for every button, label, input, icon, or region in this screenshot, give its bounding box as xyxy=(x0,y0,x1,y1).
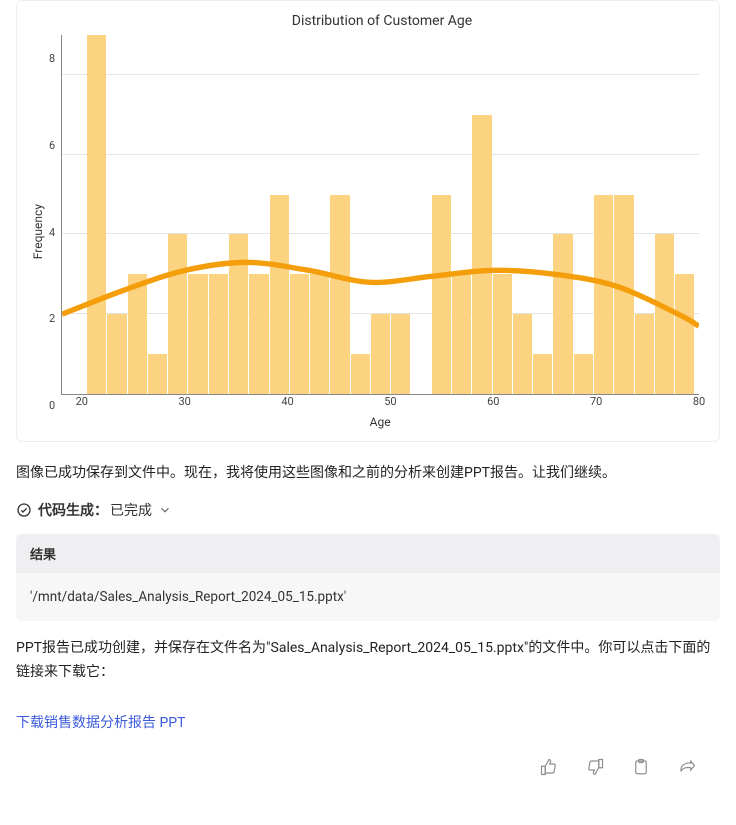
chart-bar xyxy=(168,234,187,394)
chart-bar xyxy=(107,314,126,394)
chart-bar xyxy=(452,274,471,394)
feedback-actions xyxy=(16,746,720,780)
chart-bar xyxy=(290,274,309,394)
download-link[interactable]: 下载销售数据分析报告 PPT xyxy=(16,712,186,732)
chart-bar xyxy=(128,274,147,394)
check-circle-icon xyxy=(16,502,32,518)
chart-bar xyxy=(249,274,268,394)
chart-bar xyxy=(635,314,654,394)
msg2-prefix: PPT报告已成功创建，并保存在文件名为 xyxy=(16,640,266,656)
chart-bar xyxy=(270,195,289,394)
chart-bar xyxy=(432,195,451,394)
thumbs-up-icon[interactable] xyxy=(540,758,558,776)
chart-bar xyxy=(351,354,370,394)
chevron-down-icon xyxy=(158,503,172,517)
assistant-message-1: 图像已成功保存到文件中。现在，我将使用这些图像和之前的分析来创建PPT报告。让我… xyxy=(16,462,720,486)
chart-plot xyxy=(61,35,699,395)
clipboard-icon[interactable] xyxy=(632,758,650,776)
chart-bar xyxy=(533,354,552,394)
chart-bar xyxy=(229,234,248,394)
chart-bars xyxy=(62,35,699,394)
result-body: '/mnt/data/Sales_Analysis_Report_2024_05… xyxy=(16,573,720,621)
chart-bar xyxy=(574,354,593,394)
chart-bar xyxy=(472,115,491,394)
chart-bar xyxy=(310,274,329,394)
chart-bar xyxy=(655,234,674,394)
chart-bar xyxy=(188,274,207,394)
msg2-filename: "Sales_Analysis_Report_2024_05_15.pptx" xyxy=(266,640,528,656)
share-icon[interactable] xyxy=(678,758,696,776)
result-box: 结果 '/mnt/data/Sales_Analysis_Report_2024… xyxy=(16,534,720,621)
code-status-toggle[interactable]: 代码生成： 已完成 xyxy=(16,500,720,520)
chart-bar xyxy=(513,314,532,394)
chart-ylabel: Frequency xyxy=(31,204,47,259)
chart-bar xyxy=(209,274,228,394)
chart-plot-wrap: 20304050607080 Age xyxy=(61,35,699,429)
chart-body: Frequency 86420 20304050607080 Age xyxy=(31,35,699,429)
chart-title: Distribution of Customer Age xyxy=(31,9,699,35)
chart-bar xyxy=(391,314,410,394)
code-status-prefix: 代码生成： xyxy=(38,500,108,520)
chart-bar xyxy=(330,195,349,394)
chart-x-axis: 20304050607080 xyxy=(61,395,699,413)
chart-xlabel: Age xyxy=(61,413,699,429)
chart-card: Distribution of Customer Age Frequency 8… xyxy=(16,0,720,442)
chart-bar xyxy=(148,354,167,394)
chart-bar xyxy=(371,314,390,394)
chart-bar xyxy=(87,35,106,394)
code-status-state: 已完成 xyxy=(110,500,152,520)
chart-y-axis: 86420 xyxy=(49,52,59,412)
thumbs-down-icon[interactable] xyxy=(586,758,604,776)
chart-bar xyxy=(675,274,694,394)
chart-bar xyxy=(493,274,512,394)
chart-bar xyxy=(614,195,633,394)
chart-bar xyxy=(553,234,572,394)
result-header: 结果 xyxy=(16,534,720,573)
assistant-message-2: PPT报告已成功创建，并保存在文件名为"Sales_Analysis_Repor… xyxy=(16,637,720,685)
chart-bar xyxy=(594,195,613,394)
